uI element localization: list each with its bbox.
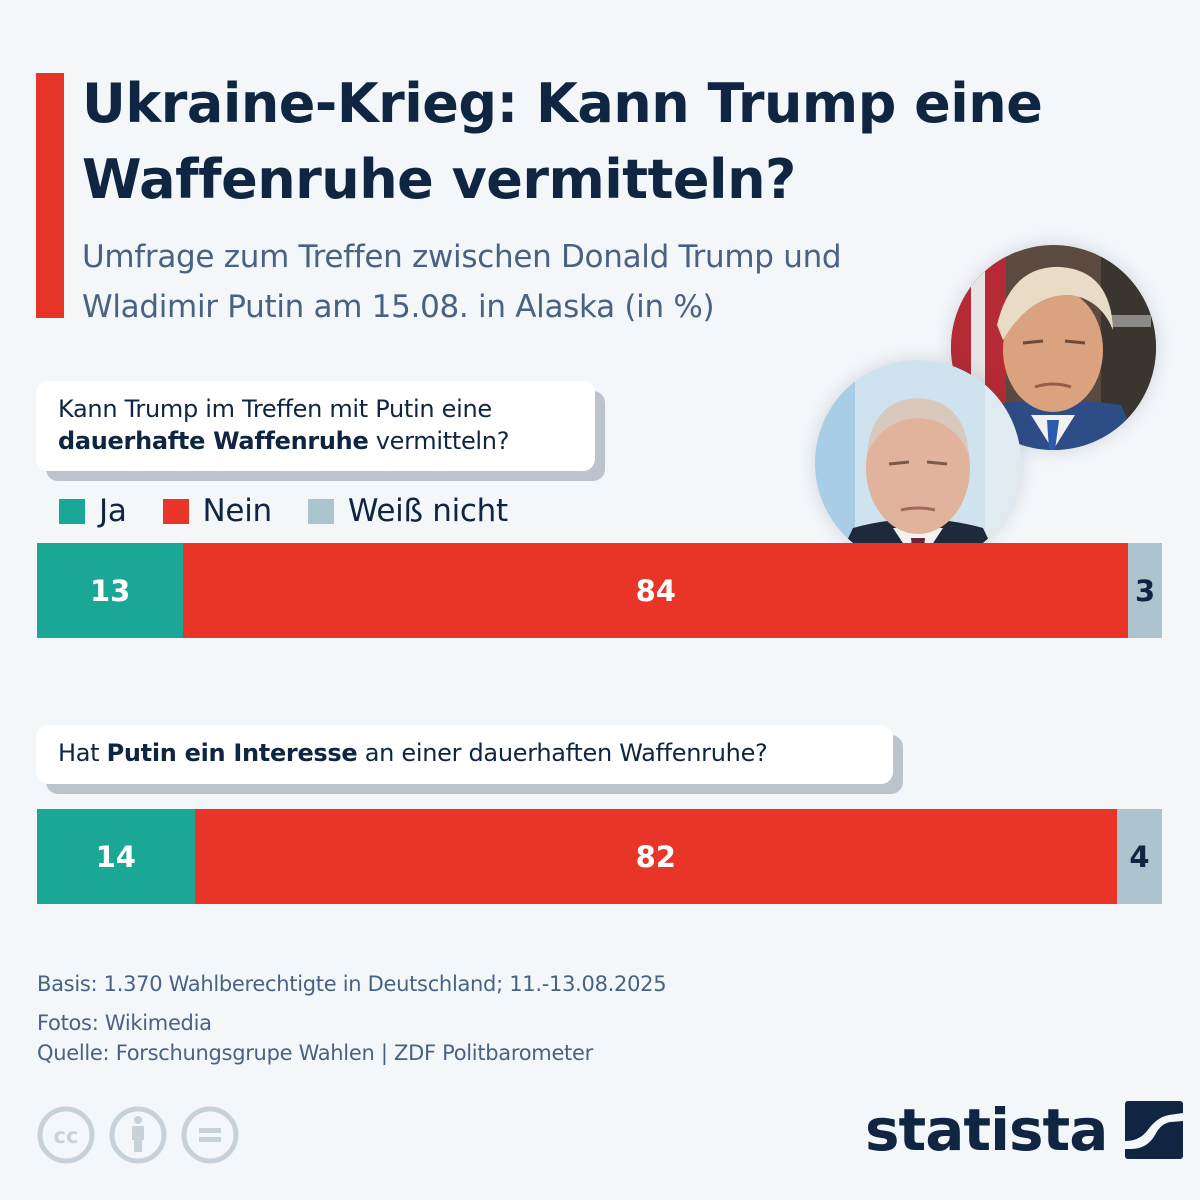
legend-swatch-ja [59, 498, 85, 524]
statista-logo[interactable]: statista [865, 1096, 1184, 1164]
bar-row-2: 14 82 4 [37, 809, 1162, 904]
question-2-text: Hat Putin ein Interesse an einer dauerha… [58, 739, 768, 767]
bar-segment-weiss-nicht: 3 [1128, 543, 1162, 638]
bar-segment-nein: 84 [183, 543, 1129, 638]
bar-row-1: 13 84 3 [37, 543, 1162, 638]
question-1-box: Kann Trump im Treffen mit Putin eine dau… [36, 381, 595, 471]
legend-item-weiss-nicht: Weiß nicht [307, 493, 508, 529]
statista-logo-mark-icon [1125, 1101, 1184, 1159]
question-1-text: Kann Trump im Treffen mit Putin eine dau… [58, 395, 510, 455]
bar-segment-nein: 82 [194, 809, 1117, 904]
legend-label-ja: Ja [99, 493, 127, 529]
statista-logo-text: statista [865, 1096, 1108, 1164]
putin-photo [815, 360, 1021, 566]
legend: Ja Nein Weiß nicht [59, 491, 544, 531]
bar-segment-ja: 14 [37, 809, 195, 904]
footer-quelle: Quelle: Forschungsgrupe Wahlen | ZDF Pol… [37, 1041, 593, 1065]
chart-subtitle: Umfrage zum Treffen zwischen Donald Trum… [82, 239, 842, 325]
bar-segment-ja: 13 [37, 543, 184, 638]
legend-swatch-nein [162, 498, 189, 524]
question-2-bold: Putin ein Interesse [106, 739, 358, 767]
data-label-ja: 14 [95, 839, 136, 874]
footer-fotos: Fotos: Wikimedia [37, 1011, 212, 1035]
data-label-weiss-nicht: 4 [1129, 839, 1150, 874]
legend-label-nein: Nein [202, 493, 273, 529]
attribution-icon[interactable] [108, 1105, 168, 1165]
question-1-bold: dauerhafte Waffenruhe [58, 427, 369, 455]
data-label-weiss-nicht: 3 [1135, 573, 1156, 608]
cc-icon[interactable]: cc [36, 1105, 96, 1165]
title-accent-bar [36, 73, 64, 318]
data-label-nein: 84 [635, 573, 676, 608]
data-label-ja: 13 [89, 573, 131, 608]
bar-segment-weiss-nicht: 4 [1117, 809, 1162, 904]
legend-swatch-weiss-nicht [307, 498, 334, 524]
no-derivatives-icon[interactable] [180, 1105, 240, 1165]
legend-item-ja: Ja [59, 493, 127, 529]
putin-portrait-image [815, 360, 1021, 566]
footer-basis: Basis: 1.370 Wahlberechtigte in Deutschl… [37, 972, 667, 996]
svg-text:cc: cc [54, 1124, 79, 1148]
question-2-box: Hat Putin ein Interesse an einer dauerha… [36, 725, 893, 784]
data-label-nein: 82 [635, 839, 676, 874]
legend-item-nein: Nein [162, 493, 273, 529]
license-icons: cc [36, 1105, 252, 1165]
legend-label-weiss-nicht: Weiß nicht [347, 493, 508, 529]
chart-title: Ukraine-Krieg: Kann Trump eine Waffenruh… [82, 72, 1043, 211]
